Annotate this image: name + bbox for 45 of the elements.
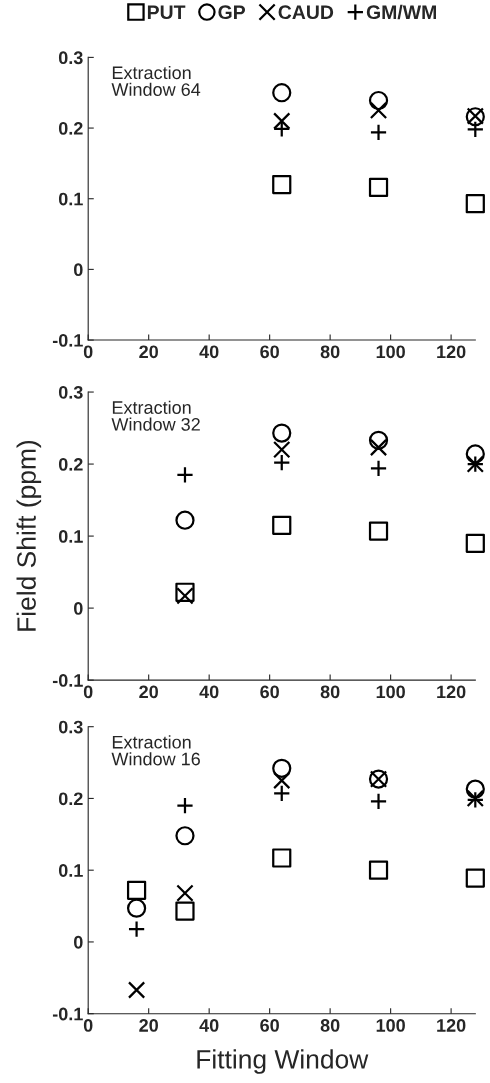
y-tick-label: -0.1 xyxy=(52,674,83,687)
annotation: Extraction Window 64 xyxy=(111,65,201,96)
y-tick-label: 0.3 xyxy=(58,720,83,734)
legend-label: PUT xyxy=(147,5,186,20)
x-tick-label: 100 xyxy=(376,1019,405,1032)
y-tick-label: 0 xyxy=(74,602,83,615)
y-tick-label: 0.3 xyxy=(58,385,83,399)
x-tick-label: 40 xyxy=(199,685,219,699)
x-tick-label: 20 xyxy=(139,345,158,359)
x-tick-label: 100 xyxy=(376,685,405,699)
x-axis-title: Fitting Window xyxy=(197,1049,369,1074)
y-tick-label: 0.1 xyxy=(58,192,83,206)
annotation: Extraction Window 16 xyxy=(111,735,200,766)
y-tick-label: 0 xyxy=(74,935,83,949)
y-tick-label: 0.2 xyxy=(58,122,83,135)
legend-label: CAUD xyxy=(278,5,334,20)
x-tick-label: 0 xyxy=(83,1019,93,1032)
x-tick-label: 80 xyxy=(320,1019,340,1032)
x-tick-label: 80 xyxy=(320,685,340,699)
x-tick-label: 40 xyxy=(199,1019,219,1032)
y-tick-label: -0.1 xyxy=(52,334,83,347)
x-tick-label: 60 xyxy=(260,685,279,699)
x-tick-label: 120 xyxy=(437,685,466,699)
x-tick-label: 120 xyxy=(437,345,466,359)
y-tick-label: 0.1 xyxy=(58,864,83,877)
y-tick-label: 0.1 xyxy=(58,530,83,543)
legend-label: GP xyxy=(218,5,246,20)
y-tick-label: 0 xyxy=(74,263,83,277)
x-tick-label: 100 xyxy=(376,345,405,359)
y-tick-label: 0.3 xyxy=(58,51,83,65)
y-tick-label: 0.2 xyxy=(58,458,83,471)
legend-label: GM/WM xyxy=(366,4,436,20)
x-tick-label: 60 xyxy=(260,345,279,359)
x-tick-label: 20 xyxy=(139,685,158,699)
y-axis-title: Field Shift (ppm) xyxy=(16,440,42,631)
x-tick-label: 0 xyxy=(83,345,93,359)
x-tick-label: 0 xyxy=(83,685,93,699)
annotation: Extraction Window 32 xyxy=(111,400,200,431)
y-tick-label: -0.1 xyxy=(52,1007,83,1021)
x-tick-label: 20 xyxy=(139,1019,158,1032)
x-tick-label: 60 xyxy=(260,1019,279,1032)
x-tick-label: 80 xyxy=(320,345,340,359)
y-tick-label: 0.2 xyxy=(58,792,83,806)
x-tick-label: 40 xyxy=(199,345,219,359)
x-tick-label: 120 xyxy=(437,1019,466,1032)
